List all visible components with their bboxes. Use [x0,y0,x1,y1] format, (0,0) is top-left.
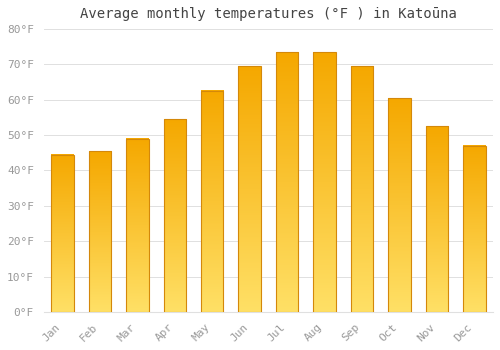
Title: Average monthly temperatures (°F ) in Katoūna: Average monthly temperatures (°F ) in Ka… [80,7,457,21]
